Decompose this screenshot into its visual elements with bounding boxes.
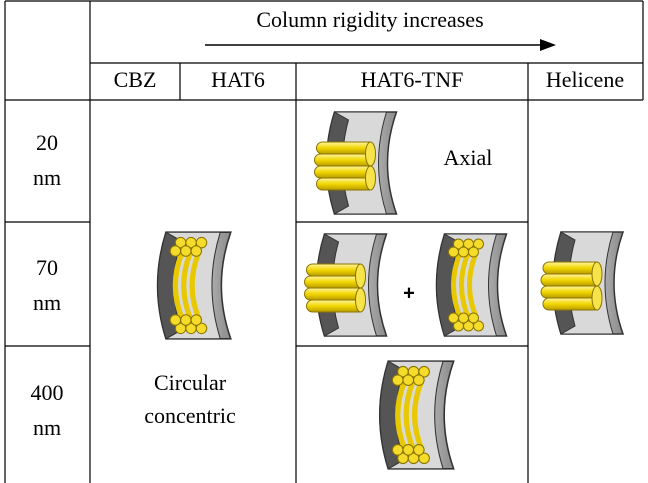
circular-label: Circular [154, 370, 227, 395]
header-title: Column rigidity increases [256, 7, 483, 32]
axial-icon [541, 232, 623, 334]
row-label: 70 [36, 255, 58, 280]
column-header: Helicene [546, 67, 624, 92]
column-header: HAT6 [211, 67, 265, 92]
circular-icon [158, 232, 231, 339]
plus-sign: + [403, 282, 415, 304]
axial-label: Axial [444, 145, 493, 170]
row-label: 400 [31, 380, 64, 405]
row-label: nm [33, 415, 61, 440]
circular-icon [437, 234, 507, 336]
circular-label: concentric [144, 403, 236, 428]
row-label: nm [33, 165, 61, 190]
table-figure: Column rigidity increases CBZ HAT6 HAT6-… [0, 0, 648, 483]
row-label: 20 [36, 130, 58, 155]
column-header: HAT6-TNF [361, 67, 464, 92]
row-label: nm [33, 290, 61, 315]
circular-icon [380, 361, 454, 469]
column-header: CBZ [114, 67, 157, 92]
axial-icon [315, 112, 397, 214]
arrow [205, 39, 556, 51]
axial-icon [305, 234, 387, 336]
